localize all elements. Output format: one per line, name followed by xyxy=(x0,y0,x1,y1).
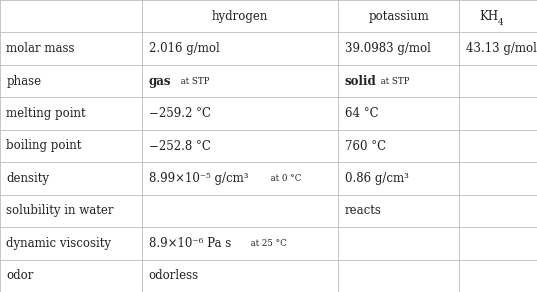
Text: 43.13 g/mol: 43.13 g/mol xyxy=(466,42,536,55)
Text: 4: 4 xyxy=(498,18,504,27)
Text: melting point: melting point xyxy=(6,107,86,120)
Text: molar mass: molar mass xyxy=(6,42,75,55)
Text: at STP: at STP xyxy=(378,77,410,86)
Text: hydrogen: hydrogen xyxy=(212,10,268,23)
Text: odor: odor xyxy=(6,269,34,282)
Text: phase: phase xyxy=(6,75,41,88)
Text: 8.9×10⁻⁶ Pa s: 8.9×10⁻⁶ Pa s xyxy=(149,237,231,250)
Text: odorless: odorless xyxy=(149,269,199,282)
Text: KH: KH xyxy=(479,10,498,23)
Text: potassium: potassium xyxy=(368,10,429,23)
Text: at 25 °C: at 25 °C xyxy=(248,239,287,248)
Text: reacts: reacts xyxy=(345,204,382,217)
Text: at 0 °C: at 0 °C xyxy=(268,174,301,183)
Text: 760 °C: 760 °C xyxy=(345,140,386,152)
Text: boiling point: boiling point xyxy=(6,140,82,152)
Text: solubility in water: solubility in water xyxy=(6,204,114,217)
Text: −252.8 °C: −252.8 °C xyxy=(149,140,211,152)
Text: 8.99×10⁻⁵ g/cm³: 8.99×10⁻⁵ g/cm³ xyxy=(149,172,248,185)
Text: solid: solid xyxy=(345,75,376,88)
Text: −259.2 °C: −259.2 °C xyxy=(149,107,211,120)
Text: 0.86 g/cm³: 0.86 g/cm³ xyxy=(345,172,409,185)
Text: 64 °C: 64 °C xyxy=(345,107,379,120)
Text: at STP: at STP xyxy=(178,77,210,86)
Text: dynamic viscosity: dynamic viscosity xyxy=(6,237,112,250)
Text: gas: gas xyxy=(149,75,171,88)
Text: 39.0983 g/mol: 39.0983 g/mol xyxy=(345,42,431,55)
Text: 2.016 g/mol: 2.016 g/mol xyxy=(149,42,220,55)
Text: density: density xyxy=(6,172,49,185)
